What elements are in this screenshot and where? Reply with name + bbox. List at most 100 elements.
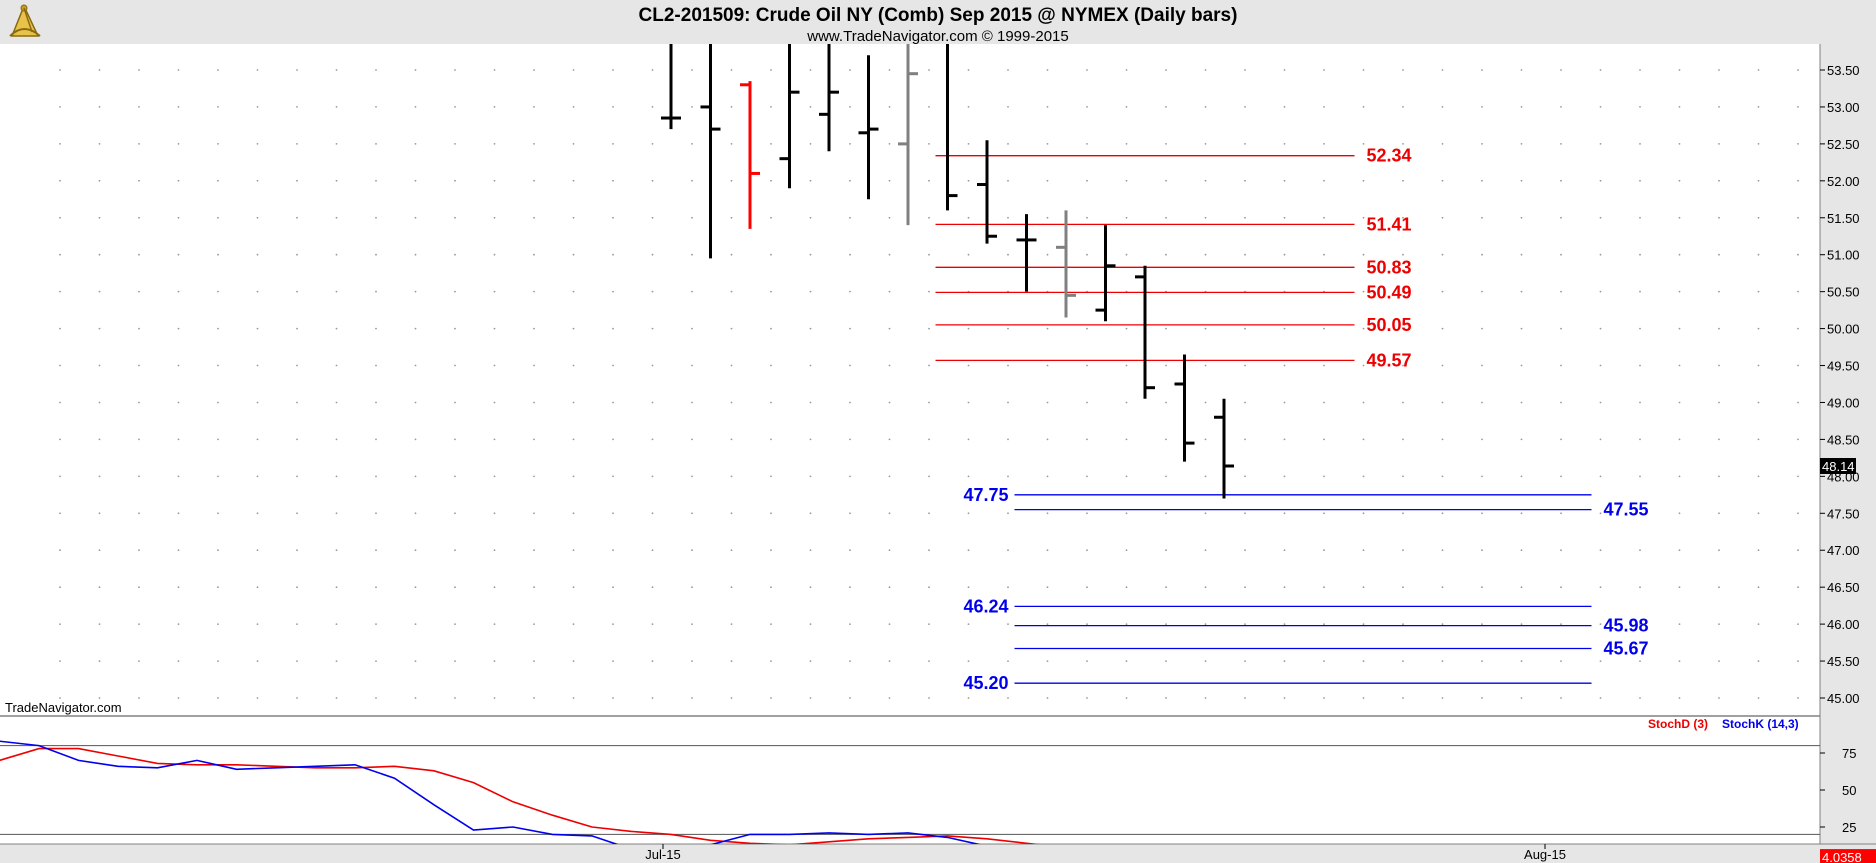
grid-dot xyxy=(217,69,219,71)
grid-dot xyxy=(1283,697,1286,699)
grid-dot xyxy=(1520,512,1523,515)
grid-dot xyxy=(217,364,219,367)
grid-dot xyxy=(1481,216,1483,219)
grid-dot xyxy=(691,660,693,662)
grid-dot xyxy=(177,586,180,589)
grid-dot xyxy=(1362,623,1365,625)
grid-dot xyxy=(454,290,456,293)
grid-dot xyxy=(1204,697,1207,699)
grid-dot xyxy=(1757,697,1760,699)
grid-dot xyxy=(1718,549,1720,552)
grid-dot xyxy=(493,660,496,662)
grid-dot xyxy=(1204,438,1207,441)
grid-dot xyxy=(1204,401,1207,404)
grid-dot xyxy=(1323,216,1325,219)
watermark: TradeNavigator.com xyxy=(5,700,122,715)
grid-dot xyxy=(849,364,851,367)
grid-dot xyxy=(1402,697,1404,699)
grid-dot xyxy=(928,438,930,441)
grid-dot xyxy=(533,327,535,330)
grid-dot xyxy=(1007,327,1009,330)
grid-dot xyxy=(59,512,61,515)
grid-dot xyxy=(1086,364,1088,367)
grid-dot xyxy=(1718,290,1720,293)
grid-dot xyxy=(1362,512,1365,515)
grid-dot xyxy=(1007,697,1009,699)
grid-dot xyxy=(296,143,298,145)
grid-dot xyxy=(730,697,733,699)
grid-dot xyxy=(1441,364,1444,367)
grid-dot xyxy=(335,143,338,145)
grid-dot xyxy=(612,586,614,589)
grid-dot xyxy=(1204,106,1207,108)
grid-dot xyxy=(1639,253,1641,256)
grid-dot xyxy=(1046,106,1049,108)
ohlc-bar xyxy=(1174,354,1195,462)
grid-dot xyxy=(730,106,733,108)
grid-dot xyxy=(454,216,456,219)
grid-dot xyxy=(809,438,812,441)
grid-dot xyxy=(888,290,891,293)
grid-dot xyxy=(809,623,812,625)
grid-dot xyxy=(217,143,219,145)
grid-dot xyxy=(1204,586,1207,589)
y-tick-label: 51.00 xyxy=(1827,248,1860,263)
grid-dot xyxy=(928,660,930,662)
grid-dot xyxy=(1639,401,1641,404)
grid-dot xyxy=(1125,327,1128,330)
grid-dot xyxy=(1007,216,1009,219)
grid-dot xyxy=(1086,586,1088,589)
grid-dot xyxy=(1560,697,1562,699)
grid-dot xyxy=(730,475,733,478)
grid-dot xyxy=(1560,660,1562,662)
grid-dot xyxy=(572,143,575,145)
grid-dot xyxy=(1718,623,1720,625)
grid-dot xyxy=(98,401,101,404)
grid-dot xyxy=(533,512,535,515)
grid-dot xyxy=(1520,143,1523,145)
grid-dot xyxy=(651,216,654,219)
grid-dot xyxy=(691,586,693,589)
grid-dot xyxy=(1402,106,1404,108)
grid-dot xyxy=(1441,179,1444,182)
grid-dot xyxy=(1046,475,1049,478)
grid-dot xyxy=(1560,364,1562,367)
grid-dot xyxy=(1599,327,1602,330)
grid-dot xyxy=(1204,143,1207,145)
grid-dot xyxy=(1481,327,1483,330)
grid-dot xyxy=(651,401,654,404)
grid-dot xyxy=(1323,475,1325,478)
y-tick-label: 53.00 xyxy=(1827,100,1860,115)
grid-dot xyxy=(572,697,575,699)
grid-dot xyxy=(1441,106,1444,108)
grid-dot xyxy=(59,179,61,182)
grid-dot xyxy=(849,438,851,441)
grid-dot xyxy=(1165,438,1167,441)
grid-dot xyxy=(217,549,219,552)
grid-dot xyxy=(1362,586,1365,589)
grid-dot xyxy=(809,216,812,219)
grid-dot xyxy=(1441,512,1444,515)
grid-dot xyxy=(967,475,970,478)
stochastic-series-line xyxy=(0,747,1041,844)
grid-dot xyxy=(1362,143,1365,145)
grid-dot xyxy=(770,586,772,589)
ohlc-bar xyxy=(700,44,721,259)
grid-dot xyxy=(1046,623,1049,625)
grid-dot xyxy=(1165,623,1167,625)
grid-dot xyxy=(809,401,812,404)
grid-dot xyxy=(1283,69,1286,71)
grid-dot xyxy=(612,697,614,699)
grid-dot xyxy=(1520,401,1523,404)
grid-dot xyxy=(177,253,180,256)
grid-dot xyxy=(1481,143,1483,145)
grid-dot xyxy=(1678,660,1681,662)
grid-dot xyxy=(1560,438,1562,441)
grid-dot xyxy=(651,364,654,367)
grid-dot xyxy=(1046,586,1049,589)
grid-dot xyxy=(493,216,496,219)
grid-dot xyxy=(1283,623,1286,625)
level-label: 50.05 xyxy=(1367,315,1412,335)
grid-dot xyxy=(98,69,101,71)
grid-dot xyxy=(98,216,101,219)
